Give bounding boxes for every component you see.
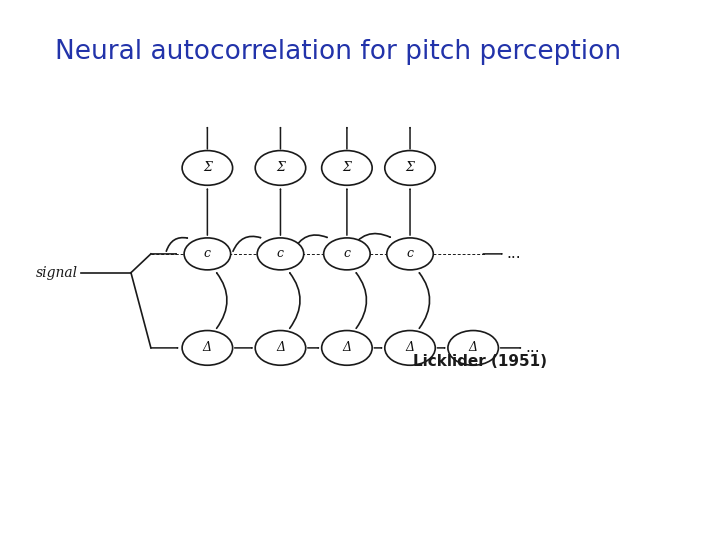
Ellipse shape — [384, 151, 436, 185]
Text: Licklider (1951): Licklider (1951) — [413, 354, 547, 369]
FancyArrowPatch shape — [356, 273, 366, 328]
FancyArrowPatch shape — [166, 238, 187, 251]
Ellipse shape — [322, 330, 372, 365]
Text: c: c — [277, 247, 284, 260]
Ellipse shape — [255, 151, 306, 185]
Ellipse shape — [324, 238, 370, 270]
Text: Δ: Δ — [343, 341, 351, 354]
Text: c: c — [204, 247, 211, 260]
Text: ...: ... — [506, 246, 521, 261]
Text: Δ: Δ — [405, 341, 415, 354]
Ellipse shape — [384, 330, 436, 365]
Ellipse shape — [322, 151, 372, 185]
Text: Σ: Σ — [203, 161, 212, 174]
FancyArrowPatch shape — [419, 273, 430, 328]
Text: c: c — [407, 247, 413, 260]
Ellipse shape — [257, 238, 304, 270]
Text: Σ: Σ — [276, 161, 285, 174]
Ellipse shape — [448, 330, 498, 365]
Ellipse shape — [184, 238, 230, 270]
Text: Δ: Δ — [203, 341, 212, 354]
Ellipse shape — [255, 330, 306, 365]
Text: c: c — [343, 247, 351, 260]
Text: ...: ... — [525, 340, 539, 355]
Ellipse shape — [182, 330, 233, 365]
Text: Δ: Δ — [276, 341, 285, 354]
Ellipse shape — [387, 238, 433, 270]
FancyArrowPatch shape — [349, 233, 390, 252]
Text: Σ: Σ — [343, 161, 351, 174]
FancyArrowPatch shape — [293, 235, 327, 252]
Ellipse shape — [182, 151, 233, 185]
FancyArrowPatch shape — [289, 273, 300, 328]
Text: Δ: Δ — [469, 341, 477, 354]
FancyArrowPatch shape — [217, 273, 227, 328]
Text: Neural autocorrelation for pitch perception: Neural autocorrelation for pitch percept… — [55, 39, 621, 65]
Text: Σ: Σ — [405, 161, 415, 174]
Text: signal: signal — [36, 266, 78, 280]
FancyArrowPatch shape — [233, 237, 261, 251]
